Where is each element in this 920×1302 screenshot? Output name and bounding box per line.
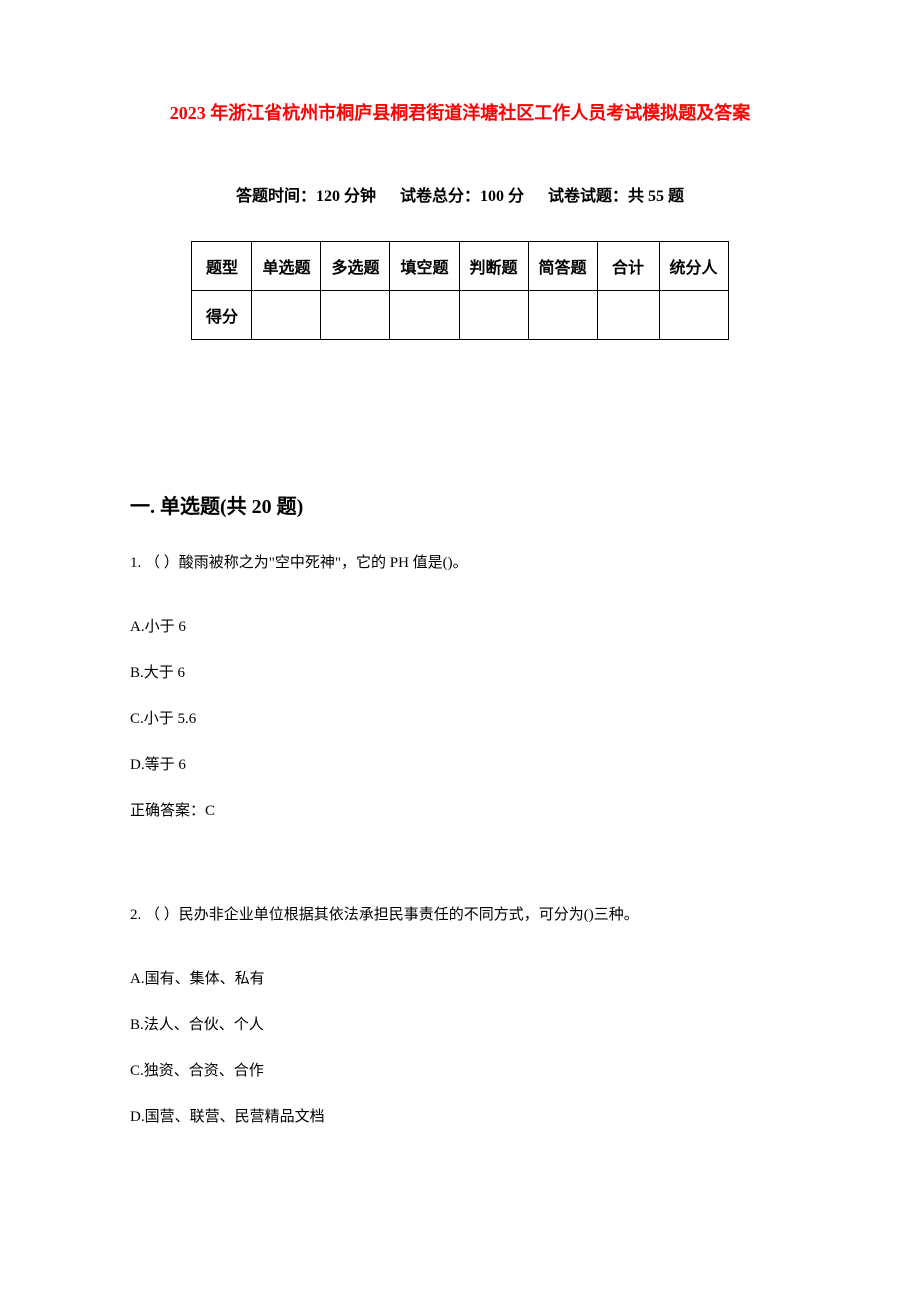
header-cell: 合计 [597,242,659,291]
option-b: B.大于 6 [130,661,790,685]
score-cell [528,291,597,340]
score-cell [252,291,321,340]
question-content: （ ）民办非企业单位根据其依法承担民事责任的不同方式，可分为()三种。 [145,907,639,923]
total-label: 试卷总分：100 分 [400,188,524,205]
time-label: 答题时间：120 分钟 [236,188,376,205]
count-label: 试卷试题：共 55 题 [548,188,684,205]
score-table: 题型 单选题 多选题 填空题 判断题 简答题 合计 统分人 得分 [191,241,728,340]
option-c: C.独资、合资、合作 [130,1059,790,1083]
header-cell: 简答题 [528,242,597,291]
question-stem: 2. （ ）民办非企业单位根据其依法承担民事责任的不同方式，可分为()三种。 [130,903,790,927]
option-a: A.小于 6 [130,615,790,639]
header-cell: 填空题 [390,242,459,291]
table-header-row: 题型 单选题 多选题 填空题 判断题 简答题 合计 统分人 [192,242,728,291]
question-content: （ ）酸雨被称之为"空中死神"，它的 PH 值是()。 [145,555,468,571]
header-cell: 统分人 [659,242,728,291]
score-cell [597,291,659,340]
section-heading: 一. 单选题(共 20 题) [130,490,790,519]
option-a: A.国有、集体、私有 [130,967,790,991]
document-title: 2023 年浙江省杭州市桐庐县桐君街道洋塘社区工作人员考试模拟题及答案 [130,100,790,127]
question-block: 1. （ ）酸雨被称之为"空中死神"，它的 PH 值是()。 A.小于 6 B.… [130,551,790,823]
header-cell: 判断题 [459,242,528,291]
option-d: D.等于 6 [130,753,790,777]
option-d: D.国营、联营、民营精品文档 [130,1105,790,1129]
header-cell: 题型 [192,242,252,291]
question-number: 1. [130,555,141,571]
correct-answer: 正确答案：C [130,799,790,823]
table-score-row: 得分 [192,291,728,340]
header-cell: 单选题 [252,242,321,291]
score-cell [459,291,528,340]
question-stem: 1. （ ）酸雨被称之为"空中死神"，它的 PH 值是()。 [130,551,790,575]
score-cell [659,291,728,340]
question-number: 2. [130,907,141,923]
score-cell [390,291,459,340]
option-b: B.法人、合伙、个人 [130,1013,790,1037]
question-block: 2. （ ）民办非企业单位根据其依法承担民事责任的不同方式，可分为()三种。 A… [130,903,790,1129]
document-subtitle: 答题时间：120 分钟 试卷总分：100 分 试卷试题：共 55 题 [130,182,790,206]
header-cell: 多选题 [321,242,390,291]
score-cell [321,291,390,340]
row-label-cell: 得分 [192,291,252,340]
option-c: C.小于 5.6 [130,707,790,731]
